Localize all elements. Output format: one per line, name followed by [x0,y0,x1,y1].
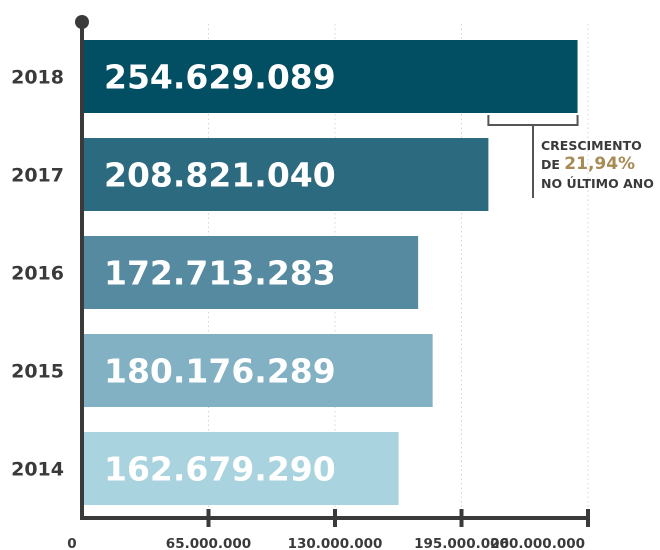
category-label: 2016 [11,263,64,285]
bar-value-label: 208.821.040 [104,156,336,195]
category-label: 2014 [11,459,64,481]
annotation-line2: DE 21,94% [541,155,660,174]
category-label: 2015 [11,361,64,383]
bar [82,236,419,309]
category-label: 2018 [11,67,64,89]
bar-value-label: 180.176.289 [104,352,336,391]
growth-annotation: CRESCIMENTO DE 21,94% NO ÚLTIMO ANO [541,136,660,193]
bar [82,334,433,407]
category-label: 2017 [11,165,64,187]
x-tick-label: 130.000.000 [288,536,383,550]
bar-value-label: 162.679.290 [104,450,336,489]
bar-value-label: 172.713.283 [104,254,336,293]
growth-bracket [487,115,579,126]
y-axis-dot [75,15,89,29]
annotation-prefix: DE [541,157,565,172]
bar [82,432,399,505]
annotation-line3: NO ÚLTIMO ANO [541,176,654,191]
bar [82,40,578,113]
growth-percentage: 21,94% [564,154,636,174]
x-tick-label: 260.000.000 [490,536,585,550]
bar-value-label: 254.629.089 [104,58,336,97]
annotation-line1: CRESCIMENTO [541,138,642,153]
bar [82,138,489,211]
x-tick-label: 195.000.000 [414,536,509,550]
x-tick-label: 65.000.000 [166,536,251,550]
x-tick-label: 0 [67,536,76,550]
